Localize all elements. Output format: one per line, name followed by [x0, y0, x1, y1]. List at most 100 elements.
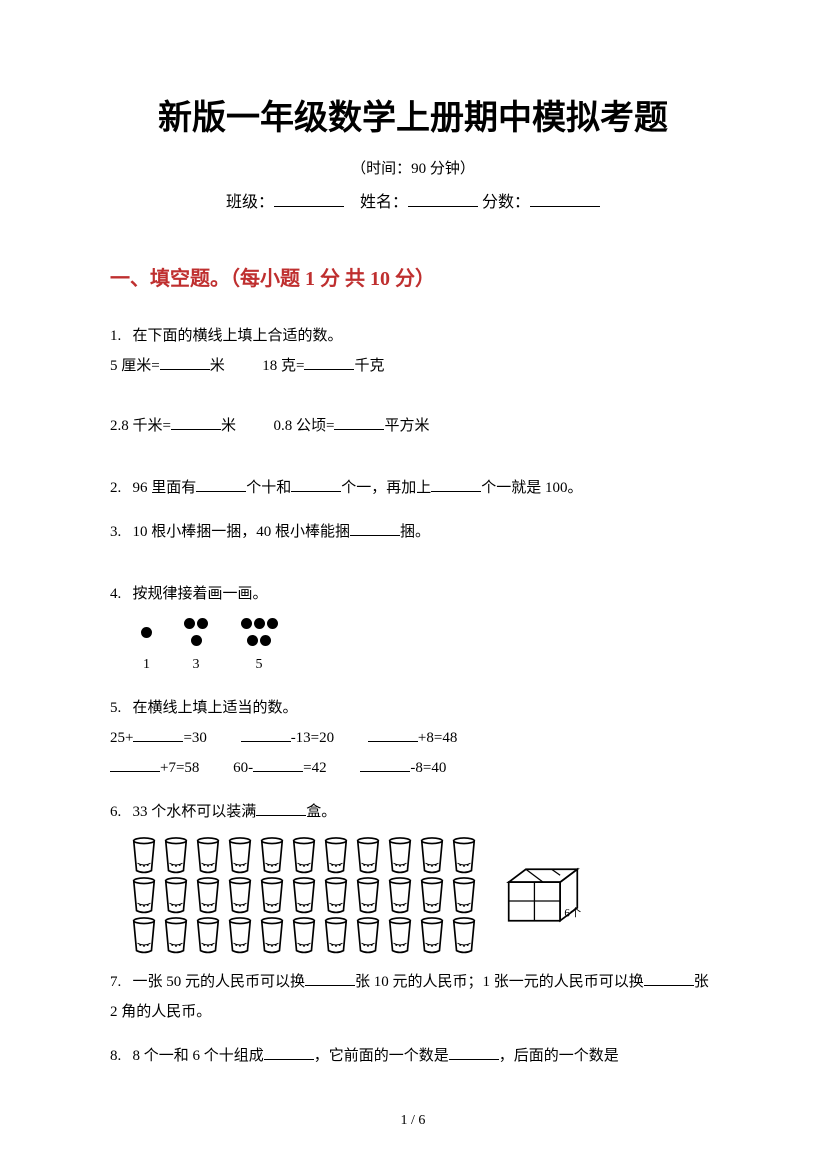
- q1-prompt: 在下面的横线上填上合适的数。: [133, 328, 343, 344]
- q1-l1a: 5 厘米=: [110, 358, 160, 374]
- q7-blank-1[interactable]: [305, 970, 355, 986]
- q8-blank-1[interactable]: [264, 1044, 314, 1060]
- question-2: 2. 96 里面有个十和个一，再加上个一就是 100。: [110, 473, 716, 503]
- cup-row: [130, 917, 478, 953]
- cup: [450, 837, 478, 873]
- q5-blank-1[interactable]: [133, 726, 183, 742]
- cup-icon: [386, 877, 414, 914]
- q2-d: 个一就是 100。: [481, 480, 582, 496]
- cup: [130, 837, 158, 873]
- cup-icon: [226, 837, 254, 874]
- cups-area: 6个: [130, 837, 716, 953]
- section-1-heading: 一、填空题。（每小题 1 分 共 10 分）: [110, 262, 716, 291]
- q1-blank-2[interactable]: [304, 354, 354, 370]
- cup: [354, 917, 382, 953]
- q5-blank-2[interactable]: [241, 726, 291, 742]
- student-info-line: 班级： 姓名： 分数：: [110, 188, 716, 212]
- q5-r2d: -8=40: [410, 760, 446, 776]
- cup-icon: [226, 877, 254, 914]
- cup: [290, 877, 318, 913]
- q7-b: 张 10 元的人民币；1 张一元的人民币可以换: [355, 974, 644, 990]
- page-title: 新版一年级数学上册期中模拟考题: [110, 90, 716, 139]
- cup: [322, 917, 350, 953]
- q6-b: 盒。: [306, 804, 336, 820]
- cup: [322, 877, 350, 913]
- cup-icon: [354, 877, 382, 914]
- time-line: （时间：90 分钟）: [110, 157, 716, 178]
- cup: [226, 877, 254, 913]
- q6-num: 6.: [110, 804, 121, 820]
- cup: [450, 917, 478, 953]
- q1-blank-4[interactable]: [334, 414, 384, 430]
- dot-icon: [241, 618, 252, 629]
- q8-num: 8.: [110, 1048, 121, 1064]
- cups-grid: [130, 837, 478, 953]
- q8-blank-2[interactable]: [449, 1044, 499, 1060]
- cup-icon: [354, 837, 382, 874]
- q3-blank[interactable]: [350, 520, 400, 536]
- cup-icon: [290, 877, 318, 914]
- dot-icon: [260, 635, 271, 646]
- score-label: 分数：: [482, 194, 530, 211]
- cup-icon: [194, 837, 222, 874]
- cup: [354, 877, 382, 913]
- q2-blank-2[interactable]: [291, 476, 341, 492]
- cup-icon: [162, 917, 190, 954]
- q1-l2a: 2.8 千米=: [110, 418, 171, 434]
- name-blank[interactable]: [408, 190, 478, 207]
- cup-icon: [258, 837, 286, 874]
- q6-blank[interactable]: [256, 800, 306, 816]
- cup-icon: [322, 917, 350, 954]
- q5-blank-5[interactable]: [253, 756, 303, 772]
- cup-icon: [290, 837, 318, 874]
- cup-icon: [194, 917, 222, 954]
- cup: [130, 877, 158, 913]
- cup-icon: [290, 917, 318, 954]
- cup-icon: [450, 917, 478, 954]
- question-5: 5. 在横线上填上适当的数。 25+=30 -13=20 +8=48 +7=58…: [110, 693, 716, 783]
- cup: [386, 837, 414, 873]
- dot-icon: [191, 635, 202, 646]
- q2-blank-1[interactable]: [196, 476, 246, 492]
- question-1: 1. 在下面的横线上填上合适的数。 5 厘米=米 18 克=千克 2.8 千米=…: [110, 321, 716, 441]
- q1-l1b: 米: [210, 358, 225, 374]
- pattern-group-1: 1: [140, 615, 153, 679]
- q1-l2c: 0.8 公顷=: [273, 418, 334, 434]
- q5-blank-3[interactable]: [368, 726, 418, 742]
- question-7: 7. 一张 50 元的人民币可以换张 10 元的人民币；1 张一元的人民币可以换…: [110, 967, 716, 1027]
- cup-icon: [418, 917, 446, 954]
- score-blank[interactable]: [530, 190, 600, 207]
- cup-icon: [418, 877, 446, 914]
- q5-r2c: =42: [303, 760, 326, 776]
- q2-b: 个十和: [246, 480, 291, 496]
- cup-icon: [386, 837, 414, 874]
- pattern-label-5: 5: [256, 651, 263, 679]
- pattern-label-1: 1: [143, 651, 150, 679]
- cup: [258, 917, 286, 953]
- name-label: 姓名：: [360, 194, 408, 211]
- q5-blank-6[interactable]: [360, 756, 410, 772]
- dot-icon: [254, 618, 265, 629]
- cup: [290, 917, 318, 953]
- q1-blank-3[interactable]: [171, 414, 221, 430]
- q1-blank-1[interactable]: [160, 354, 210, 370]
- q2-num: 2.: [110, 480, 121, 496]
- q5-r1b: =30: [183, 730, 206, 746]
- cup: [418, 837, 446, 873]
- class-blank[interactable]: [274, 190, 344, 207]
- q3-a: 10 根小棒捆一捆，40 根小棒能捆: [133, 524, 351, 540]
- q5-blank-4[interactable]: [110, 756, 160, 772]
- cup-icon: [450, 877, 478, 914]
- q7-blank-2[interactable]: [644, 970, 694, 986]
- dot-icon: [197, 618, 208, 629]
- cup: [194, 877, 222, 913]
- box-label-text: 6个: [564, 906, 581, 919]
- q4-num: 4.: [110, 586, 121, 602]
- cup-icon: [162, 877, 190, 914]
- cup: [162, 837, 190, 873]
- q2-blank-3[interactable]: [431, 476, 481, 492]
- question-3: 3. 10 根小棒捆一捆，40 根小棒能捆捆。: [110, 517, 716, 547]
- cup-row: [130, 837, 478, 873]
- class-label: 班级：: [226, 194, 274, 211]
- cup-icon: [322, 877, 350, 914]
